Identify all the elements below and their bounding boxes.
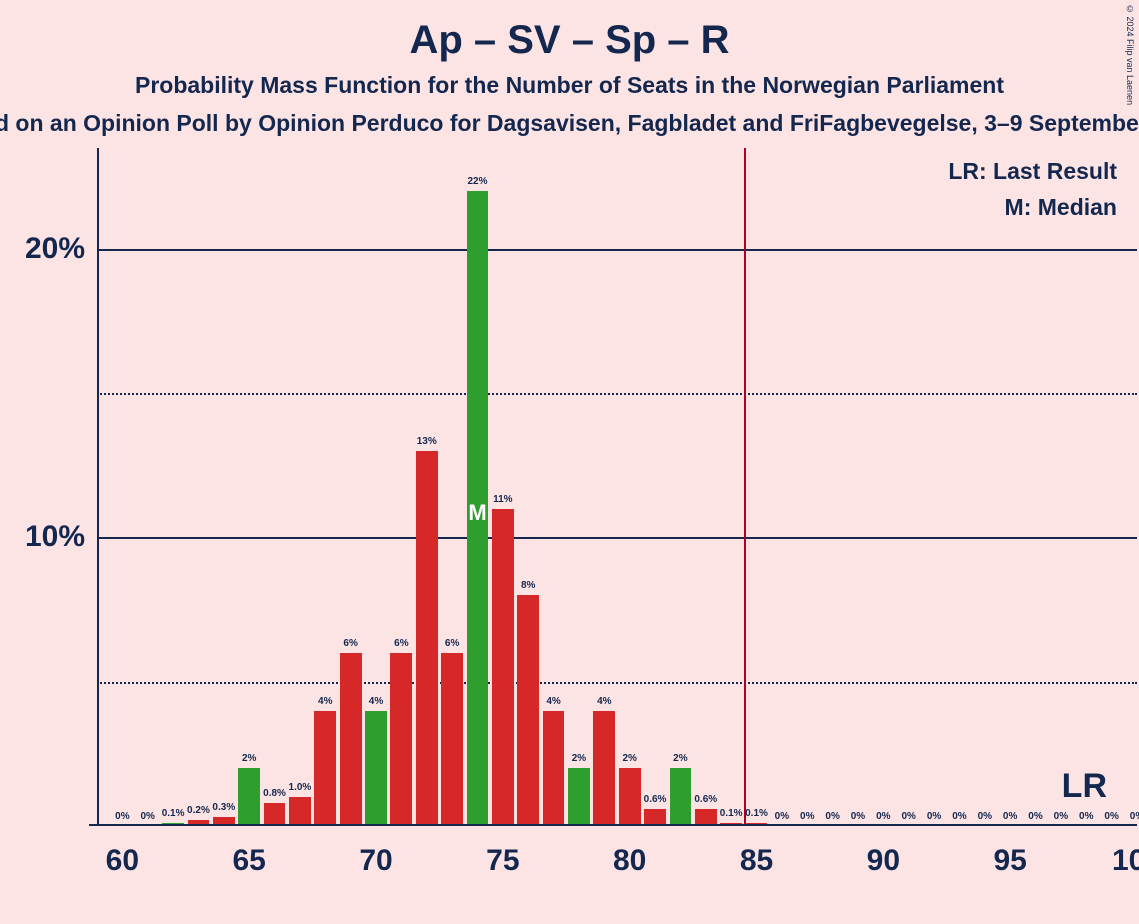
bar-label: 0%: [901, 811, 915, 822]
bar-label: 2%: [572, 753, 586, 764]
ytick-label: 10%: [0, 520, 85, 554]
y-axis: [97, 148, 99, 826]
bar-label: 0%: [825, 811, 839, 822]
bar-label: 13%: [417, 436, 437, 447]
bar-label: 0%: [1130, 811, 1139, 822]
bar-label: 4%: [546, 696, 560, 707]
bar-label: 4%: [369, 696, 383, 707]
plot-area: 0%0%0.1%0.2%0.3%2%0.8%1.0%4%6%4%6%13%6%2…: [97, 148, 1137, 826]
bar-label: 0.1%: [720, 808, 743, 819]
bar-label: 0%: [952, 811, 966, 822]
bar-label: 22%: [467, 176, 487, 187]
bar: [492, 509, 514, 826]
bar-label: 0%: [1104, 811, 1118, 822]
chart-canvas: Ap – SV – Sp – R Probability Mass Functio…: [0, 0, 1139, 924]
bar: [543, 711, 565, 826]
bar: [365, 711, 387, 826]
bar-label: 11%: [493, 494, 512, 505]
bar-label: 0%: [1003, 811, 1017, 822]
bar-label: 8%: [521, 580, 535, 591]
bar: [289, 797, 311, 826]
legend-line: LR: Last Result: [948, 158, 1117, 185]
copyright: © 2024 Filip van Laenen: [1125, 4, 1135, 105]
xtick-label: 80: [613, 844, 646, 878]
chart-title: Ap – SV – Sp – R: [0, 18, 1139, 63]
bar-label: 4%: [597, 696, 611, 707]
bar-label: 0.6%: [644, 794, 667, 805]
bar-label: 0%: [1028, 811, 1042, 822]
bar: [619, 768, 641, 826]
bar: [517, 595, 539, 826]
xtick-label: 65: [233, 844, 266, 878]
bar: [238, 768, 260, 826]
bar-label: 0.8%: [263, 788, 286, 799]
xtick-label: 90: [867, 844, 900, 878]
bar-label: 0.2%: [187, 805, 210, 816]
bar-label: 0.3%: [212, 802, 235, 813]
bar: [264, 803, 286, 826]
last-result-line: [744, 148, 746, 826]
bar-label: 0%: [927, 811, 941, 822]
median-marker: M: [468, 500, 486, 526]
xtick-label: 75: [486, 844, 519, 878]
bar-label: 4%: [318, 696, 332, 707]
bar-label: 6%: [394, 638, 408, 649]
gridline-minor: [97, 682, 1137, 684]
bar-label: 0.1%: [745, 808, 768, 819]
bar-label: 2%: [622, 753, 636, 764]
bar: [568, 768, 590, 826]
bar: [416, 451, 438, 826]
chart-subtitle: Probability Mass Function for the Number…: [0, 72, 1139, 99]
bar-label: 0.6%: [694, 794, 717, 805]
bar-label: 2%: [673, 753, 687, 764]
lr-label: LR: [1062, 767, 1107, 806]
ytick-label: 20%: [0, 232, 85, 266]
gridline-minor: [97, 393, 1137, 395]
bar-label: 0%: [115, 811, 129, 822]
bar-label: 0%: [140, 811, 154, 822]
bar-label: 6%: [343, 638, 357, 649]
bar-label: 0.1%: [162, 808, 185, 819]
xtick-label: 70: [359, 844, 392, 878]
xtick-label: 85: [740, 844, 773, 878]
chart-caption: Based on an Opinion Poll by Opinion Perd…: [0, 110, 1079, 137]
bar-label: 0%: [978, 811, 992, 822]
xtick-label: 95: [993, 844, 1026, 878]
x-axis: [89, 824, 1137, 826]
bar: [390, 653, 412, 826]
xtick-label: 60: [106, 844, 139, 878]
gridline-major: [97, 537, 1137, 539]
bar: [314, 711, 336, 826]
bar-label: 2%: [242, 753, 256, 764]
bar-label: 0%: [1079, 811, 1093, 822]
bar: [441, 653, 463, 826]
gridline-major: [97, 249, 1137, 251]
bar-label: 6%: [445, 638, 459, 649]
bar-label: 0%: [876, 811, 890, 822]
bar: [593, 711, 615, 826]
bar-label: 0%: [800, 811, 814, 822]
xtick-label: 100: [1112, 844, 1139, 878]
bar: [340, 653, 362, 826]
bar-label: 0%: [775, 811, 789, 822]
legend-line: M: Median: [1005, 194, 1117, 221]
bar-label: 0%: [851, 811, 865, 822]
bar: [670, 768, 692, 826]
bar-label: 0%: [1054, 811, 1068, 822]
bar-label: 1.0%: [289, 782, 312, 793]
